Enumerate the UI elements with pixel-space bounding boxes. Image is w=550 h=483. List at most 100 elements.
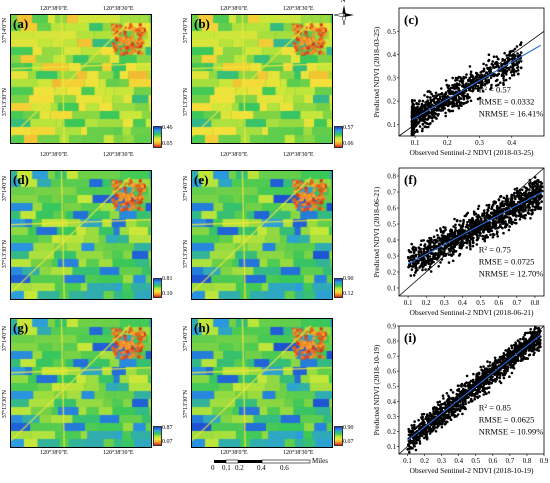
data-point (420, 430, 424, 434)
data-point (515, 207, 518, 210)
data-point (428, 114, 431, 118)
data-point (505, 194, 509, 198)
data-point (508, 76, 512, 80)
data-point (475, 233, 479, 237)
data-point (535, 332, 539, 336)
data-point (422, 412, 426, 416)
y-axis-label: Predicted NDVI (2018-10-19) (372, 344, 381, 435)
scale-tick: 0.2 (235, 464, 244, 472)
data-point (507, 351, 510, 355)
data-point (519, 194, 523, 198)
data-point (489, 233, 492, 236)
data-point (433, 244, 436, 247)
data-point (536, 348, 539, 352)
stat-nrmse: NRMSE = 10.99% (479, 426, 544, 436)
colorbar-min: 0.10 (162, 291, 173, 297)
data-point (498, 374, 502, 377)
data-point (533, 344, 537, 347)
scatter-svg: 0.1 0.2 0.3 0.4 0.1 0.2 0.3 0.4 0.5 Observed Sent… (372, 7, 545, 157)
data-point (538, 190, 541, 193)
data-point (482, 67, 486, 71)
data-point (537, 196, 540, 199)
data-point (492, 55, 496, 58)
y-tick-label: 0.2 (387, 98, 396, 106)
data-point (431, 252, 435, 255)
data-point (410, 254, 413, 258)
data-point (497, 220, 501, 223)
data-point (458, 92, 462, 95)
y-tick-label: 0.9 (387, 323, 396, 331)
data-point (519, 191, 523, 195)
data-point (424, 268, 427, 271)
data-point (476, 97, 480, 101)
data-point (469, 99, 473, 103)
data-point (524, 350, 527, 353)
data-point (504, 372, 507, 375)
data-point (433, 427, 436, 430)
data-point (434, 96, 438, 100)
data-point (504, 78, 508, 82)
data-point (448, 233, 452, 237)
data-point (435, 406, 438, 410)
data-point (487, 364, 490, 368)
data-point (425, 425, 429, 429)
data-point (408, 429, 412, 433)
data-point (414, 264, 417, 267)
data-point (471, 380, 475, 383)
data-point (422, 106, 426, 109)
data-point (451, 259, 455, 263)
data-point (439, 227, 442, 230)
data-point (483, 211, 486, 215)
x-tick-label: 0.1 (411, 139, 420, 147)
data-point (447, 253, 451, 256)
data-point (527, 205, 531, 208)
data-point (438, 236, 441, 239)
data-point (499, 367, 502, 371)
data-point (410, 268, 414, 271)
data-point (476, 84, 480, 88)
data-point (469, 89, 472, 92)
data-point (448, 410, 451, 414)
data-point (520, 188, 524, 192)
data-point (432, 100, 436, 103)
data-point (485, 214, 488, 217)
colorbar-min: 0.07 (343, 439, 354, 445)
stat-rmse: RMSE = 0.0625 (479, 414, 535, 424)
data-point (494, 380, 497, 383)
data-point (500, 74, 504, 78)
scatter-chart-c: 0.1 0.2 0.3 0.4 0.1 0.2 0.3 0.4 0.5 Observed Sent… (357, 0, 550, 158)
data-point (502, 231, 505, 235)
data-point (482, 231, 485, 234)
data-point (437, 242, 441, 246)
data-point (461, 388, 465, 392)
data-point (467, 381, 470, 385)
data-point (422, 419, 425, 422)
data-point (517, 72, 520, 76)
data-point (483, 216, 486, 220)
lon-label: 120°38'30"E (103, 450, 134, 456)
data-point (506, 367, 509, 371)
data-point (412, 274, 416, 277)
data-point (504, 225, 508, 229)
y-tick-label: 0.2 (387, 269, 396, 277)
data-point (532, 197, 535, 200)
data-point (507, 228, 511, 232)
data-point (525, 331, 529, 335)
data-point (492, 200, 496, 204)
stat-nrmse: NRMSE = 12.70% (479, 268, 544, 278)
data-point (444, 91, 448, 94)
data-point (498, 380, 502, 383)
data-point (453, 83, 457, 86)
data-point (540, 200, 543, 203)
data-point (487, 380, 491, 384)
data-point (424, 246, 428, 250)
colorbar-min: 0.07 (162, 439, 173, 445)
data-point (452, 407, 456, 411)
data-point (417, 250, 421, 254)
data-point (429, 247, 432, 250)
data-point (438, 95, 442, 99)
data-point (443, 401, 447, 404)
data-point (434, 116, 437, 119)
data-point (454, 223, 457, 227)
data-point (461, 222, 465, 225)
